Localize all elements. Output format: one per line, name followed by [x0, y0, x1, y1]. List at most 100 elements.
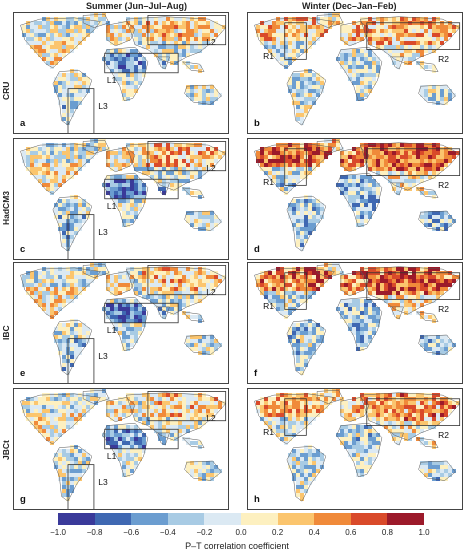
- colorbar-label: P–T correlation coefficient: [185, 541, 289, 551]
- panel-letter-h: h: [254, 494, 260, 505]
- coastline-africa: [102, 172, 149, 228]
- region-label-r1: R1: [263, 300, 274, 311]
- coastline-seAsia: [415, 61, 439, 72]
- region-label-l1: L1: [106, 451, 117, 462]
- region-box-l3: [67, 88, 95, 133]
- colorbar-segment: [58, 513, 96, 525]
- coastline-southAmerica: [52, 70, 93, 126]
- column-title-summer: Summer (Jun–Jul–Aug): [86, 1, 188, 11]
- map-cells: [22, 263, 226, 375]
- region-box-l3: [67, 338, 95, 383]
- region-box-r2: [366, 148, 461, 177]
- coastline-northAmerica: [20, 17, 101, 69]
- colorbar-tick-label: −0.8: [86, 528, 103, 537]
- region-box-l1: [104, 428, 179, 450]
- map-cells: [256, 13, 460, 125]
- coastline-greenland: [316, 13, 344, 28]
- map-b: [254, 13, 461, 126]
- map-panel-c: L1 L2 L3 c: [13, 138, 229, 260]
- coastline-australia: [418, 84, 456, 105]
- row-label-ibc: IBC: [1, 325, 11, 340]
- panel-letter-b: b: [254, 118, 260, 129]
- coastline-australia: [184, 210, 222, 231]
- panel-letter-f: f: [254, 368, 258, 379]
- colorbar-segment: [241, 513, 279, 525]
- region-box-l2: [147, 265, 227, 296]
- region-label-l3: L3: [98, 226, 108, 237]
- coastline-africa: [336, 172, 383, 228]
- coastline-asia: [359, 392, 461, 441]
- coastline-australia: [184, 84, 222, 105]
- map-panel-d: R1 R2 d: [247, 138, 463, 260]
- region-box-r1: [284, 22, 307, 60]
- map-g: [20, 389, 227, 509]
- coastline-india: [156, 306, 170, 320]
- colorbar-segment: [204, 513, 242, 525]
- region-box-r1: [284, 272, 307, 310]
- region-box-r1: [284, 398, 307, 436]
- coastline-australia: [418, 210, 456, 231]
- map-cells: [256, 139, 460, 251]
- coastline-seAsia: [415, 187, 439, 198]
- coastline-india: [156, 182, 170, 196]
- region-label-r2: R2: [438, 430, 449, 441]
- coastline-asia: [125, 392, 227, 441]
- colorbar-tick-label: 0.4: [308, 528, 320, 537]
- coastline-southAmerica: [286, 70, 327, 126]
- coastline-asia: [359, 266, 461, 315]
- coastline-southAmerica: [52, 320, 93, 376]
- region-box-l1: [104, 302, 179, 324]
- region-label-l2: L2: [206, 413, 216, 424]
- colorbar-tick-label: 0.0: [235, 528, 247, 537]
- region-label-l3: L3: [98, 350, 108, 361]
- coastline-southAmerica: [52, 196, 93, 252]
- colorbar-segment: [94, 513, 132, 525]
- coastline-seAsia: [181, 311, 205, 322]
- coastline-greenland: [316, 263, 344, 278]
- region-box-l1: [104, 52, 179, 74]
- map-panel-a: L1 L2 L3 a: [13, 12, 229, 134]
- colorbar-tick-label: 0.2: [272, 528, 284, 537]
- coastline-northAmerica: [20, 393, 101, 445]
- map-panel-e: L1 L2 L3 e: [13, 262, 229, 384]
- region-box-r2: [366, 398, 461, 427]
- colorbar-segment: [167, 513, 205, 525]
- map-cells: [256, 389, 460, 501]
- coastline-australia: [184, 334, 222, 355]
- coastline-southAmerica: [286, 320, 327, 376]
- region-label-r2: R2: [438, 304, 449, 315]
- map-panel-g: L1 L2 L3 g: [13, 388, 229, 510]
- map-d: [254, 139, 461, 252]
- colorbar-tick-label: 0.8: [381, 528, 393, 537]
- coastline-africa: [336, 422, 383, 478]
- region-label-l3: L3: [98, 100, 108, 111]
- coastline-india: [156, 432, 170, 446]
- row-label-jbct: JBCt: [1, 440, 11, 460]
- panel-letter-a: a: [20, 118, 26, 129]
- coastline-europe: [340, 147, 370, 173]
- map-panel-b: R1 R2 b: [247, 12, 463, 134]
- coastline-india: [390, 56, 404, 70]
- region-label-l2: L2: [206, 287, 216, 298]
- region-box-l2: [147, 391, 227, 422]
- row-label-cru: CRU: [1, 81, 11, 100]
- coastline-seAsia: [415, 311, 439, 322]
- panel-letter-g: g: [20, 494, 26, 505]
- coastline-europe: [340, 271, 370, 297]
- coastline-africa: [102, 296, 149, 352]
- coastline-southAmerica: [286, 196, 327, 252]
- coastline-africa: [102, 46, 149, 102]
- region-label-r1: R1: [263, 50, 274, 61]
- coastline-greenland: [82, 139, 110, 154]
- region-box-l3: [67, 214, 95, 259]
- coastline-asia: [359, 16, 461, 65]
- coastline-seAsia: [181, 61, 205, 72]
- region-label-r1: R1: [263, 176, 274, 187]
- coastline-greenland: [82, 13, 110, 28]
- coastline-greenland: [316, 139, 344, 154]
- coastline-asia: [125, 266, 227, 315]
- coastline-northAmerica: [20, 267, 101, 319]
- coastline-southAmerica: [286, 446, 327, 502]
- region-box-r2: [366, 272, 461, 301]
- coastline-asia: [125, 16, 227, 65]
